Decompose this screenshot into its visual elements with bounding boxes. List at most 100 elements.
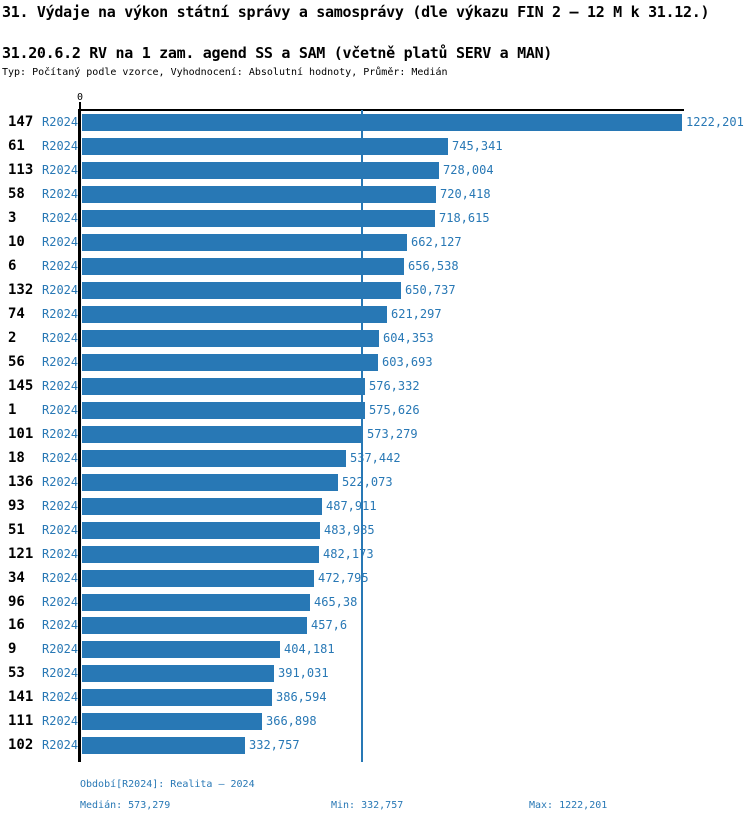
bar-value-label: 573,279 xyxy=(367,426,418,441)
row-category-label: 1 xyxy=(8,401,17,418)
bar xyxy=(82,689,272,707)
row-series-label: R2024 xyxy=(42,354,79,369)
row-series-label: R2024 xyxy=(42,690,79,705)
row-category-label: 145 xyxy=(8,377,34,394)
bar-value-label: 656,538 xyxy=(408,259,459,274)
row-category-label: 141 xyxy=(8,689,34,706)
bar-value-label: 457,6 xyxy=(311,618,348,633)
row-category-label: 93 xyxy=(8,497,25,514)
bar xyxy=(82,593,310,611)
row-series-label: R2024 xyxy=(42,426,79,441)
row-category-label: 3 xyxy=(8,210,17,227)
row-series-label: R2024 xyxy=(42,738,79,753)
bar-value-label: 522,073 xyxy=(342,474,393,489)
row-category-label: 111 xyxy=(8,713,34,730)
row-series-label: R2024 xyxy=(42,642,79,657)
bar-value-label: 575,626 xyxy=(369,402,420,417)
bar xyxy=(82,138,448,156)
row-category-label: 132 xyxy=(8,282,34,299)
row-series-label: R2024 xyxy=(42,139,79,154)
bar-value-label: 386,594 xyxy=(276,690,327,705)
bar-value-label: 404,181 xyxy=(284,642,335,657)
row-category-label: 58 xyxy=(8,186,25,203)
bar-value-label: 482,173 xyxy=(323,546,374,561)
bar-value-label: 465,38 xyxy=(314,594,358,609)
bar xyxy=(82,329,379,347)
bar-value-label: 576,332 xyxy=(369,378,420,393)
bar xyxy=(82,665,274,683)
bar-value-label: 650,737 xyxy=(405,283,456,298)
bar-value-label: 718,615 xyxy=(439,211,490,226)
bar xyxy=(82,234,407,252)
bar xyxy=(82,473,338,491)
bar-value-label: 483,985 xyxy=(324,522,375,537)
bar-value-label: 332,757 xyxy=(249,738,300,753)
row-series-label: R2024 xyxy=(42,211,79,226)
row-series-label: R2024 xyxy=(42,714,79,729)
bar xyxy=(82,449,346,467)
row-series-label: R2024 xyxy=(42,378,79,393)
x-axis-line xyxy=(80,109,684,111)
row-series-label: R2024 xyxy=(42,546,79,561)
row-category-label: 10 xyxy=(8,234,25,251)
row-series-label: R2024 xyxy=(42,259,79,274)
row-category-label: 136 xyxy=(8,473,34,490)
bar xyxy=(82,425,363,443)
row-series-label: R2024 xyxy=(42,402,79,417)
row-series-label: R2024 xyxy=(42,306,79,321)
bar-value-label: 391,031 xyxy=(278,666,329,681)
bar xyxy=(82,186,436,204)
row-series-label: R2024 xyxy=(42,330,79,345)
row-category-label: 102 xyxy=(8,737,34,754)
bar xyxy=(82,545,319,563)
footer-period-label: Období[R2024]: Realita – 2024 xyxy=(80,779,255,790)
bar xyxy=(82,401,365,419)
row-category-label: 101 xyxy=(8,425,34,442)
bar xyxy=(82,617,307,635)
x-axis-origin-tick xyxy=(79,102,81,110)
row-series-label: R2024 xyxy=(42,283,79,298)
bar xyxy=(82,305,387,323)
row-category-label: 51 xyxy=(8,521,25,538)
row-series-label: R2024 xyxy=(42,618,79,633)
bar-value-label: 487,911 xyxy=(326,498,377,513)
bar xyxy=(82,641,280,659)
bar-value-label: 537,442 xyxy=(350,450,401,465)
bar xyxy=(82,258,404,276)
y-axis-line xyxy=(78,109,81,762)
row-category-label: 74 xyxy=(8,305,25,322)
row-series-label: R2024 xyxy=(42,474,79,489)
row-category-label: 147 xyxy=(8,114,34,131)
row-category-label: 9 xyxy=(8,641,17,658)
row-series-label: R2024 xyxy=(42,666,79,681)
chart-meta-info: Typ: Počítaný podle vzorce, Vyhodnocení:… xyxy=(2,67,448,78)
row-category-label: 61 xyxy=(8,138,25,155)
row-series-label: R2024 xyxy=(42,163,79,178)
bar-value-label: 1222,201 xyxy=(686,115,744,130)
bar-value-label: 472,795 xyxy=(318,570,369,585)
row-category-label: 34 xyxy=(8,569,25,586)
row-series-label: R2024 xyxy=(42,498,79,513)
chart-subtitle: 31.20.6.2 RV na 1 zam. agend SS a SAM (v… xyxy=(2,44,553,62)
bar xyxy=(82,713,262,731)
row-category-label: 53 xyxy=(8,665,25,682)
footer-min-label: Min: 332,757 xyxy=(331,800,404,811)
bar xyxy=(82,162,439,180)
row-category-label: 96 xyxy=(8,593,25,610)
row-category-label: 6 xyxy=(8,258,17,275)
bar xyxy=(82,497,322,515)
chart-title: 31. Výdaje na výkon státní správy a samo… xyxy=(2,3,710,21)
row-series-label: R2024 xyxy=(42,570,79,585)
row-series-label: R2024 xyxy=(42,115,79,130)
row-category-label: 121 xyxy=(8,545,34,562)
footer-max-label: Max: 1222,201 xyxy=(529,800,608,811)
bar-value-label: 604,353 xyxy=(383,330,434,345)
bar xyxy=(82,210,435,228)
row-category-label: 2 xyxy=(8,329,17,346)
bar xyxy=(82,353,378,371)
row-series-label: R2024 xyxy=(42,235,79,250)
bar xyxy=(82,521,320,539)
bar xyxy=(82,569,314,587)
bar-value-label: 366,898 xyxy=(266,714,317,729)
